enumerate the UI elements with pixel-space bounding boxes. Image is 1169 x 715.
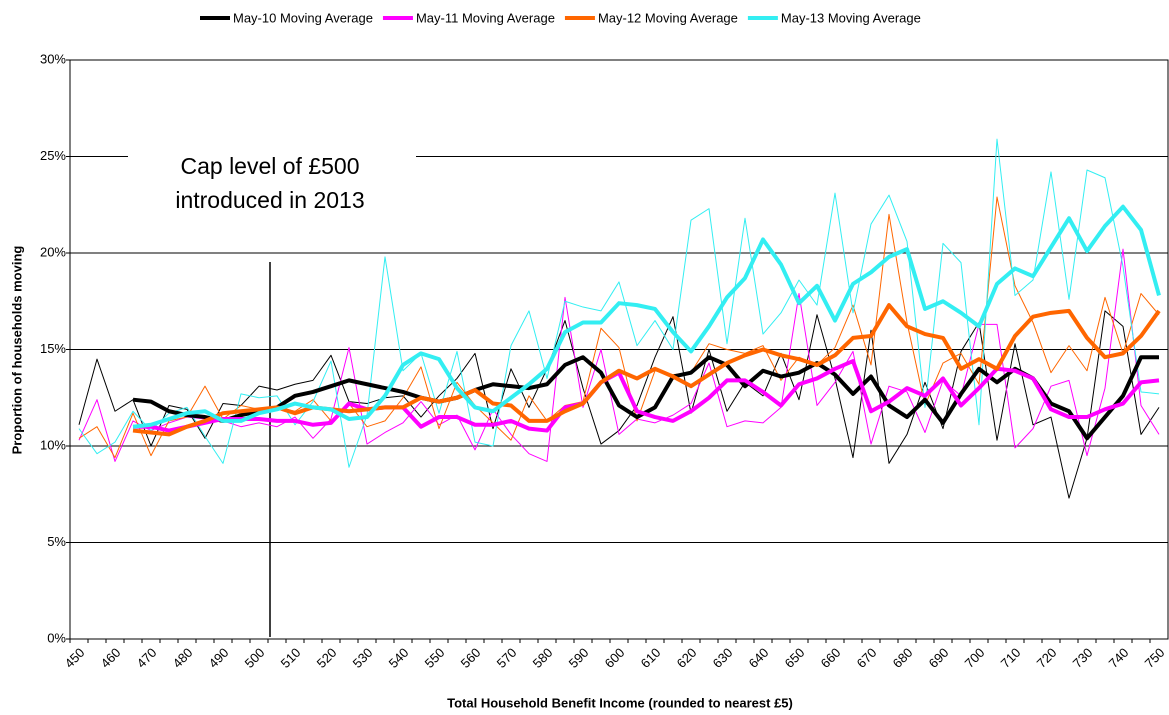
y-tick-label: 25%: [40, 148, 66, 163]
series-line: [78, 138, 1160, 468]
x-tick-label: 590: [566, 645, 592, 671]
x-tick-label: 650: [782, 645, 808, 671]
series-line: [78, 248, 1160, 462]
x-tick-label: 540: [386, 645, 412, 671]
x-tick-label: 500: [242, 645, 268, 671]
annotation-text: introduced in 2013: [175, 187, 364, 213]
x-tick-label: 660: [818, 645, 844, 671]
legend-label: May-11 Moving Average: [416, 10, 555, 25]
y-tick-label: 20%: [40, 244, 66, 259]
x-tick-label: 520: [314, 645, 340, 671]
x-tick-label: 690: [926, 645, 952, 671]
x-tick-label: 560: [458, 645, 484, 671]
legend-label: May-13 Moving Average: [781, 10, 921, 25]
x-tick-label: 490: [206, 645, 232, 671]
x-tick-label: 700: [962, 645, 988, 671]
x-tick-label: 640: [746, 645, 772, 671]
x-tick-label: 750: [1142, 645, 1168, 671]
legend-label: May-12 Moving Average: [598, 10, 738, 25]
x-tick-label: 580: [530, 645, 556, 671]
series-line: [132, 303, 1161, 437]
x-tick-label: 680: [890, 645, 916, 671]
x-tick-label: 570: [494, 645, 520, 671]
y-tick-label: 15%: [40, 341, 66, 356]
series-line: [132, 204, 1161, 429]
annotation-text: Cap level of £500: [180, 153, 359, 179]
x-tick-label: 740: [1106, 645, 1132, 671]
x-tick-label: 550: [422, 645, 448, 671]
x-tick-label: 470: [134, 645, 160, 671]
x-tick-label: 710: [998, 645, 1024, 671]
y-axis-label: Proportion of households moving: [9, 246, 24, 455]
x-tick-label: 670: [854, 645, 880, 671]
x-tick-label: 610: [638, 645, 664, 671]
x-tick-label: 480: [170, 645, 196, 671]
x-tick-label: 530: [350, 645, 376, 671]
y-tick-label: 10%: [40, 437, 66, 452]
x-tick-label: 460: [98, 645, 124, 671]
x-tick-label: 720: [1034, 645, 1060, 671]
y-tick-label: 0%: [47, 630, 66, 645]
annotation-box: [128, 145, 416, 220]
x-tick-label: 600: [602, 645, 628, 671]
x-tick-label: 510: [278, 645, 304, 671]
x-axis-label: Total Household Benefit Income (rounded …: [447, 695, 793, 710]
x-tick-label: 620: [674, 645, 700, 671]
y-tick-label: 30%: [40, 51, 66, 66]
x-tick-label: 450: [62, 645, 88, 671]
legend-label: May-10 Moving Average: [233, 10, 373, 25]
x-tick-label: 630: [710, 645, 736, 671]
series-line: [133, 359, 1160, 433]
y-tick-label: 5%: [47, 534, 66, 549]
x-tick-label: 730: [1070, 645, 1096, 671]
